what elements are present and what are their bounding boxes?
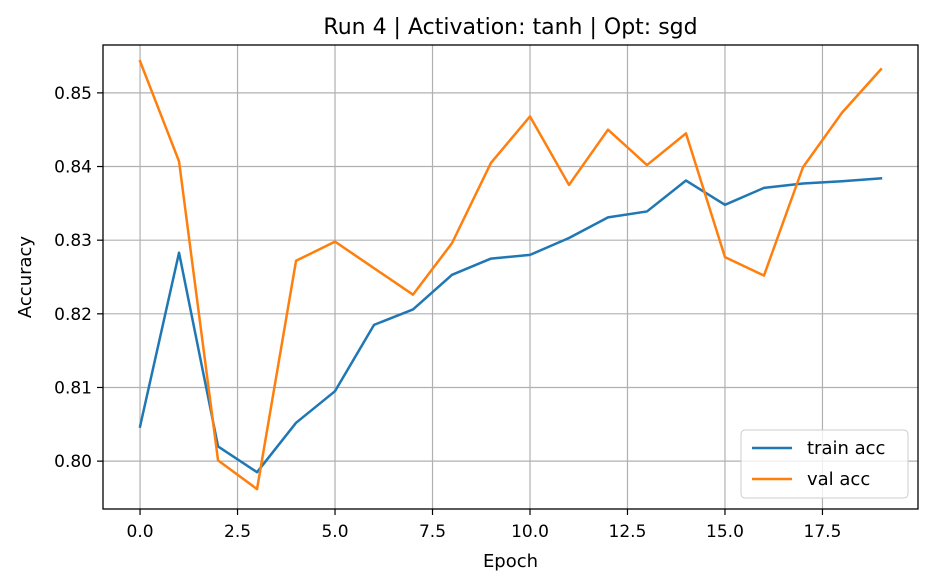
plot-area-frame	[102, 44, 919, 510]
x-axis-ticks: 0.0 2.5 5.0 7.5 10.0 12.5 15.0 17.5	[127, 509, 842, 542]
series-line-train-acc	[138, 176, 883, 474]
x-tick-label: 12.5	[609, 522, 647, 542]
legend-label-train-acc: train acc	[807, 438, 885, 459]
y-tick-label: 0.83	[54, 231, 92, 251]
x-tick-label: 7.5	[419, 522, 446, 542]
x-tick-label: 17.5	[804, 522, 842, 542]
x-tick-label: 5.0	[321, 522, 348, 542]
y-tick-label: 0.81	[54, 378, 92, 398]
legend: train acc val acc	[740, 429, 909, 499]
series-lines	[138, 59, 883, 491]
x-tick-label: 10.0	[511, 522, 549, 542]
y-tick-label: 0.84	[54, 158, 92, 178]
legend-label-val-acc: val acc	[807, 469, 870, 490]
y-axis-label: Accuracy	[15, 236, 36, 319]
y-axis-ticks: 0.80 0.81 0.82 0.83 0.84 0.85	[54, 84, 103, 472]
y-tick-label: 0.80	[54, 452, 92, 472]
x-tick-label: 2.5	[224, 522, 251, 542]
x-tick-label: 0.0	[127, 522, 154, 542]
y-tick-label: 0.82	[54, 305, 92, 325]
x-axis-label: Epoch	[483, 551, 538, 572]
x-tick-label: 15.0	[706, 522, 744, 542]
chart-title: Run 4 | Activation: tanh | Opt: sgd	[323, 15, 697, 40]
y-tick-label: 0.85	[54, 84, 92, 104]
series-line-val-acc	[138, 59, 883, 491]
